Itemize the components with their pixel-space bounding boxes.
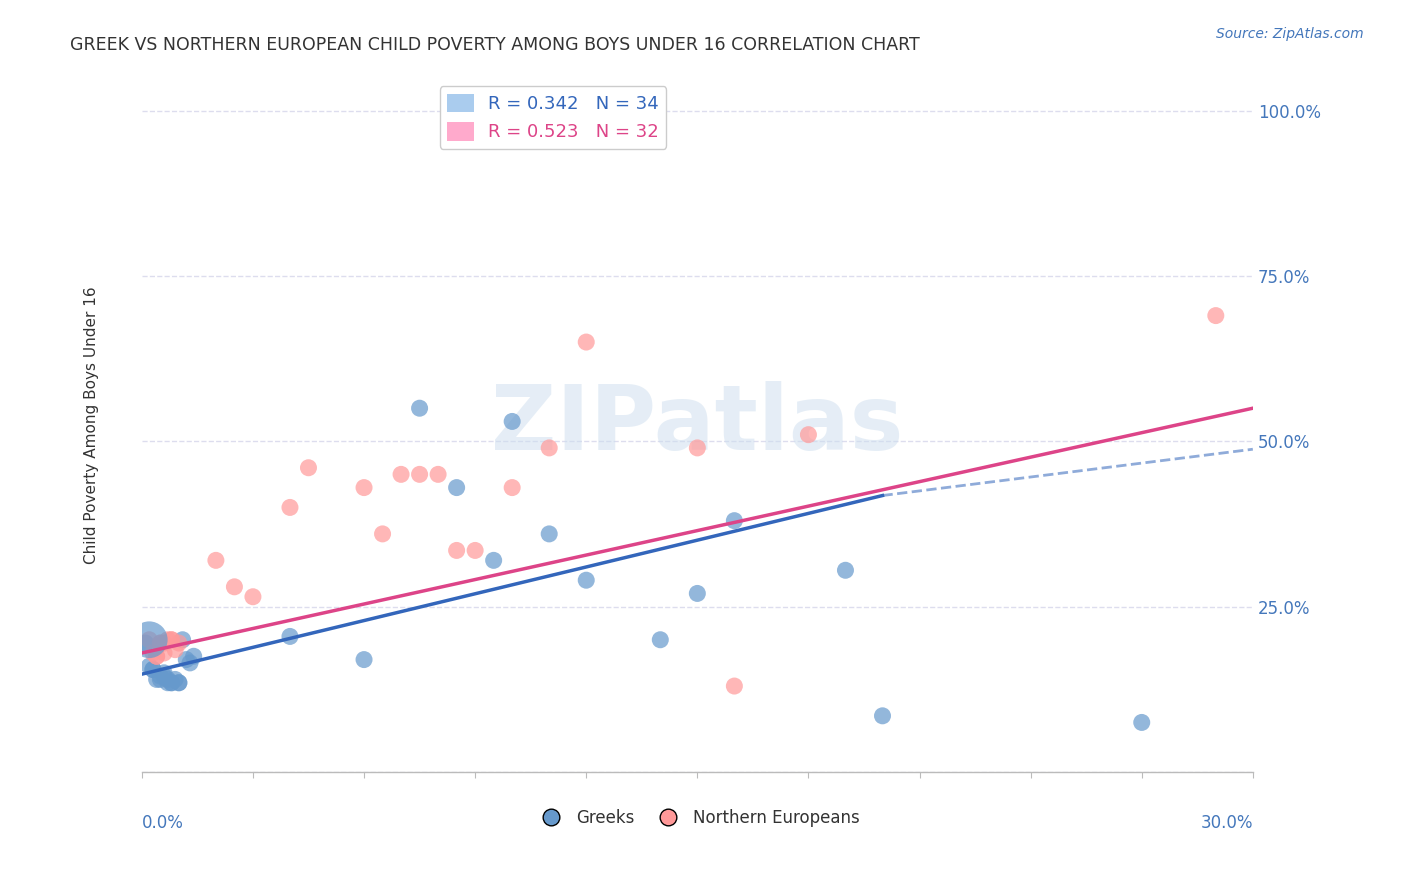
Point <box>278 500 301 515</box>
Legend: Greeks, Northern Europeans: Greeks, Northern Europeans <box>529 802 866 833</box>
Text: GREEK VS NORTHERN EUROPEAN CHILD POVERTY AMONG BOYS UNDER 16 CORRELATION CHART: GREEK VS NORTHERN EUROPEAN CHILD POVERTY… <box>70 36 920 54</box>
Point <box>160 632 183 647</box>
Point <box>408 467 430 482</box>
Point <box>501 414 523 428</box>
Point <box>501 481 523 495</box>
Point <box>179 656 201 670</box>
Point <box>575 334 598 349</box>
Point <box>446 481 468 495</box>
Point <box>1205 309 1227 323</box>
Point <box>872 708 894 723</box>
Point <box>167 675 190 690</box>
Point <box>156 675 179 690</box>
Point <box>686 441 709 455</box>
Point <box>575 573 598 587</box>
Point <box>149 669 172 683</box>
Point <box>156 673 179 687</box>
Point <box>278 629 301 643</box>
Point <box>723 679 745 693</box>
Point <box>172 632 194 647</box>
Point <box>723 514 745 528</box>
Point <box>224 580 246 594</box>
Point <box>153 646 176 660</box>
Point <box>297 460 319 475</box>
Point <box>160 675 183 690</box>
Point <box>135 636 157 650</box>
Point <box>145 649 167 664</box>
Point <box>142 663 165 677</box>
Point <box>408 401 430 416</box>
Point <box>242 590 264 604</box>
Point <box>174 652 197 666</box>
Point <box>686 586 709 600</box>
Point <box>371 527 394 541</box>
Point <box>153 669 176 683</box>
Point <box>149 636 172 650</box>
Point <box>1130 715 1153 730</box>
Point <box>183 649 205 664</box>
Point <box>353 652 375 666</box>
Point <box>149 673 172 687</box>
Point <box>145 649 167 664</box>
Point <box>205 553 228 567</box>
Point <box>389 467 412 482</box>
Point <box>538 527 561 541</box>
Point <box>427 467 450 482</box>
Point <box>160 675 183 690</box>
Point <box>153 636 176 650</box>
Point <box>156 632 179 647</box>
Text: Source: ZipAtlas.com: Source: ZipAtlas.com <box>1216 27 1364 41</box>
Point <box>165 673 187 687</box>
Point <box>167 675 190 690</box>
Point <box>160 632 183 647</box>
Point <box>149 636 172 650</box>
Point <box>167 636 190 650</box>
Point <box>142 663 165 677</box>
Point <box>538 441 561 455</box>
Point <box>482 553 505 567</box>
Point <box>145 673 167 687</box>
Point <box>165 642 187 657</box>
Text: 0.0%: 0.0% <box>142 814 184 831</box>
Text: ZIPatlas: ZIPatlas <box>491 381 904 468</box>
Point <box>797 427 820 442</box>
Point <box>138 632 160 647</box>
Text: Child Poverty Among Boys Under 16: Child Poverty Among Boys Under 16 <box>84 286 100 564</box>
Text: 30.0%: 30.0% <box>1201 814 1253 831</box>
Point <box>446 543 468 558</box>
Point <box>138 632 160 647</box>
Point <box>650 632 672 647</box>
Point <box>464 543 486 558</box>
Point <box>138 659 160 673</box>
Point <box>834 563 856 577</box>
Point <box>142 646 165 660</box>
Point <box>153 665 176 680</box>
Point <box>353 481 375 495</box>
